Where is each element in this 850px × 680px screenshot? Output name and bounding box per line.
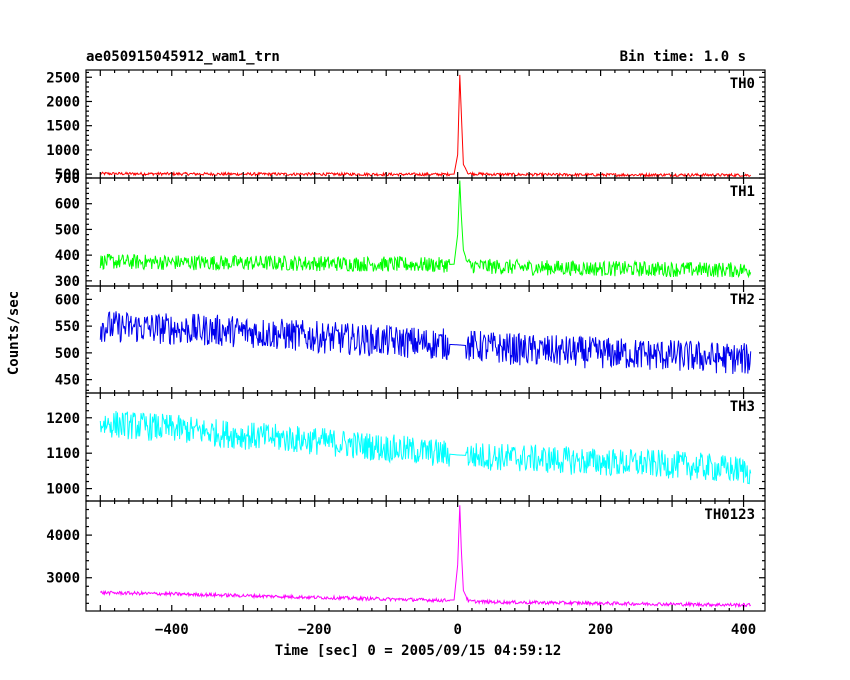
y-tick-label: 1200 xyxy=(46,411,80,427)
panel-name-label: TH3 xyxy=(730,399,755,415)
y-tick-label: 1100 xyxy=(46,446,80,462)
y-tick-label: 300 xyxy=(55,274,80,290)
y-tick-label: 700 xyxy=(55,171,80,187)
y-tick-label: 1000 xyxy=(46,482,80,498)
series-line-th0 xyxy=(99,74,752,178)
panels-group: 500 1000 1500 2000 2500 TH0 300 400 500 600 700 TH1… xyxy=(46,69,766,612)
panel-th0123: 3000 4000 TH0123 xyxy=(46,500,766,612)
y-tick-label: 450 xyxy=(55,373,80,389)
panel-th0: 500 1000 1500 2000 2500 TH0 xyxy=(46,69,766,183)
panel-frame xyxy=(85,500,766,612)
bin-time-label: Bin time: 1.0 s xyxy=(620,49,746,65)
y-tick-label: 2500 xyxy=(46,70,80,86)
panel-name-label: TH1 xyxy=(730,184,755,200)
y-tick-label: 500 xyxy=(55,167,80,183)
panel-frame xyxy=(85,69,766,179)
y-axis-label: Counts/sec xyxy=(6,291,22,375)
x-tick-labels: −400 −200 0 200 400 xyxy=(155,622,756,638)
y-tick-label: 2000 xyxy=(46,94,80,110)
y-tick-label: 4000 xyxy=(46,528,80,544)
panel-frame xyxy=(85,177,766,287)
y-tick-label: 600 xyxy=(55,292,80,308)
series-line-th0123 xyxy=(99,505,752,609)
panel-name-label: TH0123 xyxy=(704,507,755,523)
series-line-th2 xyxy=(99,311,752,374)
x-axis-label: Time [sec] 0 = 2005/09/15 04:59:12 xyxy=(275,643,562,659)
x-tick-label: 0 xyxy=(453,622,461,638)
x-tick-label: 200 xyxy=(588,622,613,638)
panel-th2: 450 500 550 600 TH2 xyxy=(55,285,766,394)
series-line-th1 xyxy=(99,180,752,279)
y-tick-label: 1500 xyxy=(46,119,80,135)
y-tick-label: 500 xyxy=(55,346,80,362)
panel-th3: 1000 1100 1200 TH3 xyxy=(46,392,766,502)
panel-name-label: TH2 xyxy=(730,292,755,308)
x-tick-label: −200 xyxy=(298,622,332,638)
x-tick-label: 400 xyxy=(731,622,756,638)
panel-th1: 300 400 500 600 700 TH1 xyxy=(55,171,766,290)
y-tick-label: 3000 xyxy=(46,571,80,587)
y-tick-label: 550 xyxy=(55,319,80,335)
y-tick-label: 400 xyxy=(55,248,80,264)
series-line-th3 xyxy=(99,411,752,485)
y-tick-label: 1000 xyxy=(46,143,80,159)
y-tick-label: 600 xyxy=(55,197,80,213)
chart-title: ae050915045912_wam1_trn xyxy=(86,49,280,65)
y-tick-label: 500 xyxy=(55,222,80,238)
x-tick-label: −400 xyxy=(155,622,189,638)
panel-name-label: TH0 xyxy=(730,76,755,92)
